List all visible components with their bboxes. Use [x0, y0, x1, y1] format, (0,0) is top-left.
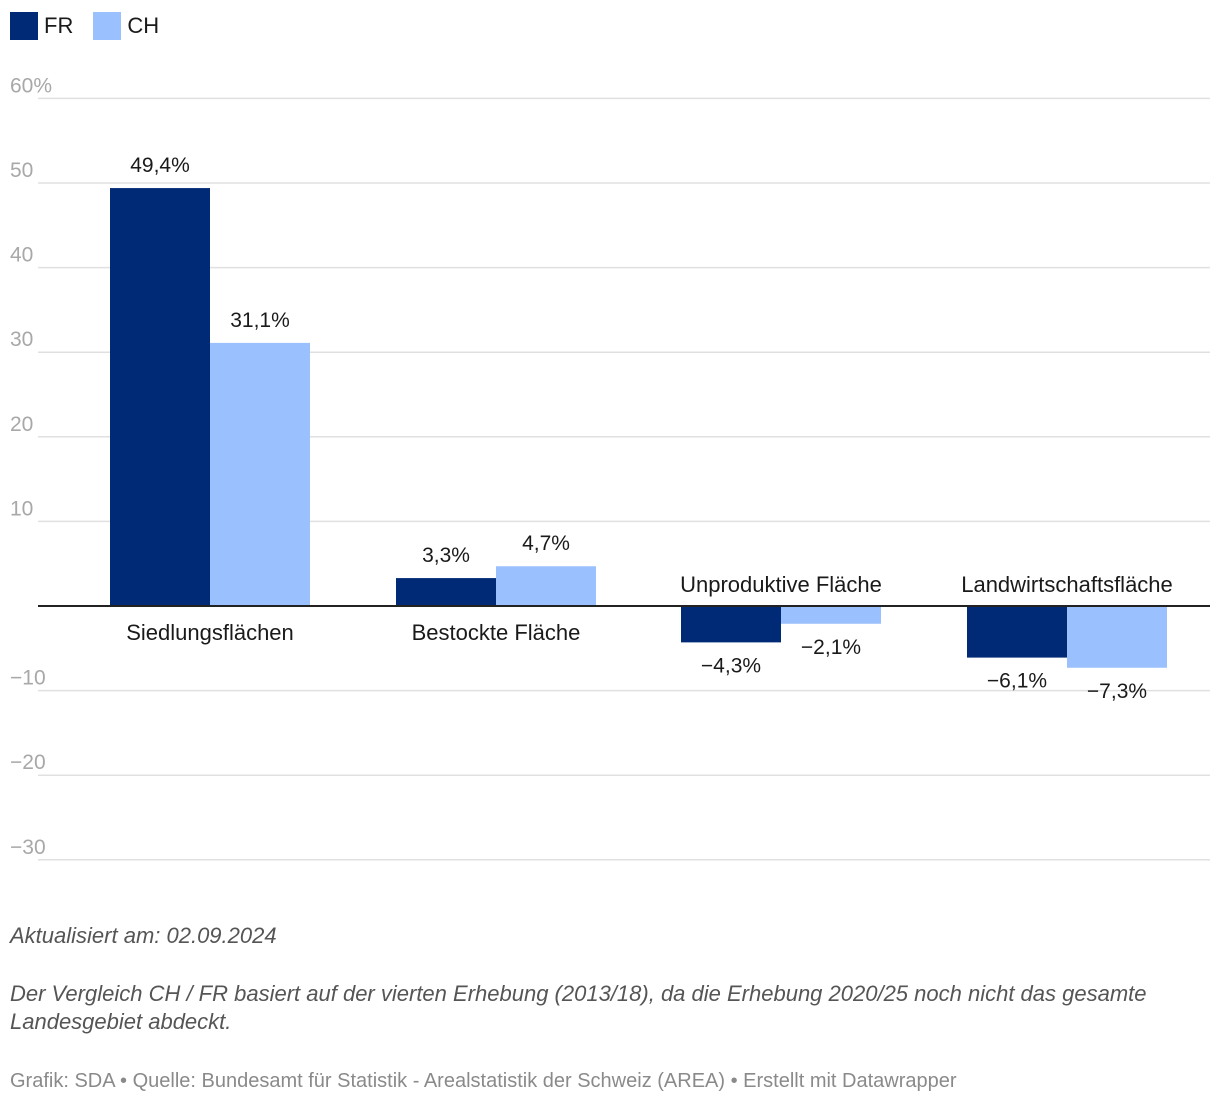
- methodology-note: Der Vergleich CH / FR basiert auf der vi…: [10, 981, 1147, 1034]
- legend: FR CH: [10, 12, 179, 40]
- y-tick-label: 10: [10, 497, 33, 520]
- y-tick-label: −30: [10, 836, 46, 859]
- data-label: −4,3%: [701, 654, 761, 677]
- legend-item-ch: CH: [93, 12, 159, 40]
- bar-ch: [1067, 606, 1167, 668]
- y-tick-label: 60%: [10, 74, 52, 97]
- y-tick-label: −20: [10, 751, 46, 774]
- data-label: −7,3%: [1087, 680, 1147, 703]
- source-footer: Grafik: SDA • Quelle: Bundesamt für Stat…: [10, 1070, 957, 1092]
- legend-label-fr: FR: [44, 13, 74, 38]
- y-tick-label: 20: [10, 413, 33, 436]
- bar-fr: [681, 606, 781, 643]
- data-label: 3,3%: [422, 544, 470, 567]
- legend-label-ch: CH: [127, 13, 160, 38]
- bar-fr: [396, 578, 496, 606]
- bar-ch: [210, 342, 310, 606]
- bar-ch: [496, 566, 596, 606]
- data-label: 31,1%: [230, 309, 290, 332]
- bar-fr: [110, 188, 210, 607]
- category-label: Siedlungsflächen: [126, 620, 294, 645]
- data-label: −6,1%: [987, 670, 1047, 693]
- y-tick-label: −10: [10, 667, 46, 690]
- bar-fr: [967, 606, 1067, 658]
- category-label: Bestockte Fläche: [412, 620, 581, 645]
- category-label: Landwirtschaftsfläche: [961, 572, 1173, 597]
- y-tick-label: 40: [10, 244, 33, 267]
- data-label: 49,4%: [130, 154, 190, 177]
- bar-ch: [781, 606, 881, 624]
- data-label: 4,7%: [522, 532, 570, 555]
- legend-swatch-ch: [93, 12, 122, 40]
- updated-note: Aktualisiert am: 02.09.2024: [10, 923, 277, 948]
- category-label: Unproduktive Fläche: [680, 572, 882, 597]
- bar-chart: 60% 50 40 30 20 10 −10 −20 −30 49,4% 31,1% Siedlung…: [10, 74, 1210, 861]
- y-tick-label: 30: [10, 328, 33, 351]
- legend-swatch-fr: [10, 12, 38, 40]
- legend-item-fr: FR: [10, 12, 73, 40]
- data-label: −2,1%: [801, 636, 861, 659]
- y-tick-label: 50: [10, 159, 33, 182]
- chart-notes: Aktualisiert am: 02.09.2024 Der Vergleic…: [10, 920, 1200, 1036]
